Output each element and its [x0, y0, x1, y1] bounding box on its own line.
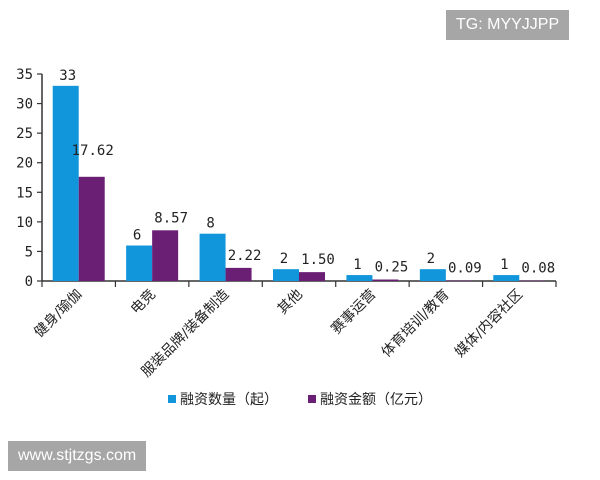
watermark-bottom: www.stjtzgs.com — [8, 441, 147, 471]
x-category-label: 健身/瑜伽 — [31, 287, 85, 341]
data-label-amount: 0.25 — [375, 260, 409, 276]
bar-count — [52, 85, 79, 281]
data-label-count: 1 — [500, 257, 508, 273]
data-label-count: 1 — [353, 257, 361, 273]
y-tick-label: 15 — [16, 185, 33, 201]
bar-amount — [445, 280, 472, 281]
data-label-amount: 0.08 — [521, 261, 555, 277]
x-category-label: 体育培训/教育 — [379, 287, 453, 361]
x-category-label: 媒体/内容社区 — [451, 286, 526, 361]
x-category-label: 其他 — [275, 287, 306, 318]
bar-count — [199, 233, 226, 281]
bar-amount — [299, 272, 325, 281]
y-tick-label: 5 — [25, 244, 33, 260]
bar-count — [273, 269, 299, 281]
legend-label: 融资数量（起） — [180, 392, 278, 408]
y-tick-label: 30 — [16, 97, 33, 113]
data-label-count: 33 — [59, 68, 76, 84]
watermark-top: TG: MYYJJPP — [446, 10, 570, 40]
bar-amount — [152, 230, 179, 281]
legend-swatch — [308, 395, 316, 403]
bar-amount — [372, 279, 399, 281]
y-tick-label: 0 — [25, 274, 33, 290]
data-label-count: 6 — [133, 228, 141, 244]
bar-count — [126, 245, 153, 281]
bar-count — [346, 275, 373, 281]
legend-swatch — [168, 395, 176, 403]
legend-label: 融资金额（亿元） — [320, 392, 432, 408]
data-label-count: 2 — [427, 251, 435, 267]
y-tick-label: 10 — [16, 215, 33, 231]
data-label-amount: 8.57 — [154, 210, 188, 226]
data-label-amount: 2.22 — [228, 248, 262, 264]
bar-amount — [225, 267, 252, 281]
y-tick-label: 35 — [16, 67, 33, 83]
y-tick-label: 25 — [16, 126, 33, 142]
bar-count — [493, 275, 520, 281]
data-label-amount: 0.09 — [448, 260, 482, 276]
data-label-count: 2 — [280, 251, 288, 267]
bar-count — [419, 269, 446, 281]
x-category-label: 赛事运营 — [328, 287, 379, 338]
data-label-amount: 1.50 — [301, 252, 335, 268]
bar-amount — [78, 176, 105, 281]
data-label-count: 8 — [206, 216, 214, 232]
data-label-amount: 17.62 — [72, 143, 114, 159]
y-tick-label: 20 — [16, 156, 33, 172]
x-category-label: 电竞 — [127, 286, 159, 318]
